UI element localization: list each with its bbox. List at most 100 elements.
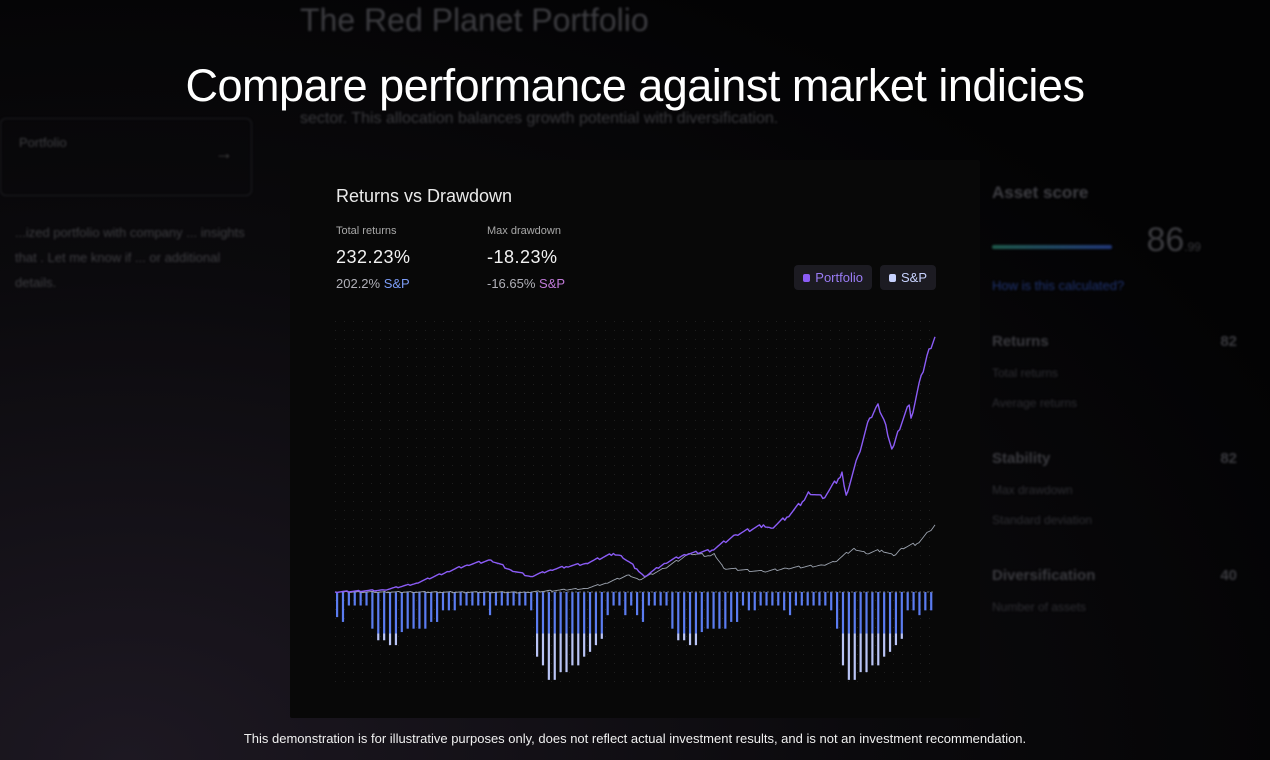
grid-dot: [758, 474, 759, 475]
grid-dot: [650, 609, 651, 610]
grid-dot: [380, 636, 381, 637]
grid-dot: [830, 357, 831, 358]
grid-dot: [821, 447, 822, 448]
grid-dot: [542, 375, 543, 376]
grid-dot: [398, 681, 399, 682]
grid-dot: [569, 411, 570, 412]
grid-dot: [641, 330, 642, 331]
grid-dot: [686, 411, 687, 412]
grid-dot: [704, 618, 705, 619]
grid-dot: [650, 519, 651, 520]
grid-dot: [623, 393, 624, 394]
grid-dot: [362, 546, 363, 547]
grid-dot: [605, 420, 606, 421]
grid-dot: [884, 438, 885, 439]
grid-dot: [758, 429, 759, 430]
grid-dot: [704, 582, 705, 583]
grid-dot: [659, 681, 660, 682]
grid-dot: [641, 438, 642, 439]
grid-dot: [866, 366, 867, 367]
grid-dot: [839, 609, 840, 610]
grid-dot: [551, 654, 552, 655]
grid-dot: [893, 609, 894, 610]
grid-dot: [920, 420, 921, 421]
grid-dot: [569, 672, 570, 673]
drawdown-bar: [347, 592, 350, 606]
grid-dot: [695, 672, 696, 673]
grid-dot: [902, 573, 903, 574]
grid-dot: [686, 438, 687, 439]
legend-sp[interactable]: S&P: [879, 265, 936, 290]
grid-dot: [848, 582, 849, 583]
grid-dot: [452, 654, 453, 655]
grid-dot: [785, 582, 786, 583]
grid-dot: [542, 429, 543, 430]
grid-dot: [659, 375, 660, 376]
grid-dot: [848, 420, 849, 421]
grid-dot: [893, 573, 894, 574]
grid-dot: [902, 582, 903, 583]
grid-dot: [884, 357, 885, 358]
grid-dot: [857, 528, 858, 529]
grid-dot: [722, 663, 723, 664]
grid-dot: [785, 609, 786, 610]
grid-dot: [398, 609, 399, 610]
grid-dot: [848, 330, 849, 331]
grid-dot: [920, 456, 921, 457]
grid-dot: [380, 555, 381, 556]
grid-dot: [758, 555, 759, 556]
grid-dot: [371, 348, 372, 349]
grid-dot: [668, 609, 669, 610]
grid-dot: [704, 384, 705, 385]
portfolio-link-card[interactable]: Portfolio →: [0, 118, 252, 196]
grid-dot: [407, 528, 408, 529]
grid-dot: [857, 636, 858, 637]
grid-dot: [344, 672, 345, 673]
grid-dot: [470, 537, 471, 538]
grid-dot: [551, 393, 552, 394]
grid-dot: [389, 591, 390, 592]
grid-dot: [425, 645, 426, 646]
grid-dot: [749, 501, 750, 502]
grid-dot: [929, 573, 930, 574]
grid-dot: [452, 501, 453, 502]
grid-dot: [344, 510, 345, 511]
grid-dot: [524, 384, 525, 385]
grid-dot: [380, 501, 381, 502]
grid-dot: [884, 573, 885, 574]
grid-dot: [389, 528, 390, 529]
grid-dot: [344, 528, 345, 529]
grid-dot: [686, 366, 687, 367]
grid-dot: [884, 348, 885, 349]
grid-dot: [335, 663, 336, 664]
legend-portfolio[interactable]: Portfolio: [794, 265, 872, 290]
grid-dot: [731, 546, 732, 547]
grid-dot: [506, 438, 507, 439]
grid-dot: [821, 663, 822, 664]
portfolio-title: The Red Planet Portfolio: [300, 2, 649, 38]
grid-dot: [488, 384, 489, 385]
grid-dot: [794, 681, 795, 682]
grid-dot: [551, 357, 552, 358]
grid-dot: [803, 411, 804, 412]
grid-dot: [533, 618, 534, 619]
score-row: Max drawdown: [992, 483, 1237, 497]
grid-dot: [389, 582, 390, 583]
grid-dot: [371, 474, 372, 475]
grid-dot: [551, 420, 552, 421]
grid-dot: [632, 429, 633, 430]
drawdown-bar: [759, 592, 762, 606]
grid-dot: [605, 564, 606, 565]
grid-dot: [344, 645, 345, 646]
grid-dot: [335, 321, 336, 322]
how-calculated-link[interactable]: How is this calculated?: [992, 278, 1125, 293]
grid-dot: [605, 609, 606, 610]
grid-dot: [731, 483, 732, 484]
grid-dot: [866, 555, 867, 556]
grid-dot: [479, 609, 480, 610]
grid-dot: [362, 465, 363, 466]
grid-dot: [569, 402, 570, 403]
grid-dot: [533, 420, 534, 421]
grid-dot: [578, 429, 579, 430]
grid-dot: [632, 555, 633, 556]
